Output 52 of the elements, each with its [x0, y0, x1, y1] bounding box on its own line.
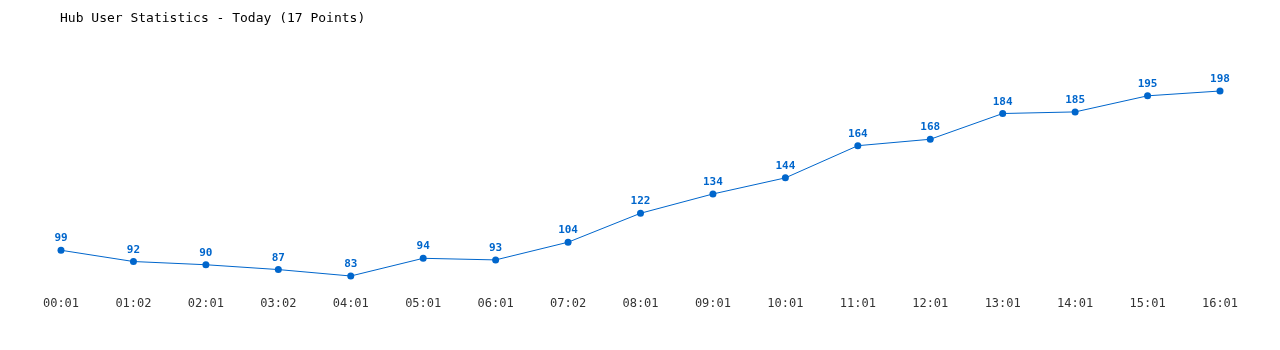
data-label: 92 — [126, 242, 141, 256]
x-tick-label: 04:01 — [332, 296, 369, 310]
point — [1144, 92, 1152, 100]
data-label: 185 — [1065, 92, 1086, 106]
x-tick-label: 09:01 — [694, 296, 731, 310]
chart-title: Hub User Statistics - Today (17 Points) — [60, 10, 366, 25]
x-tick-label: 05:01 — [405, 296, 442, 310]
data-label: 134 — [703, 174, 724, 188]
x-tick-label: 16:01 — [1201, 296, 1239, 310]
x-tick-label: 14:01 — [1057, 296, 1094, 310]
x-tick-label: 00:01 — [42, 296, 80, 310]
data-label: 90 — [199, 245, 213, 259]
data-label: 198 — [1210, 72, 1230, 85]
x-tick-label: 07:02 — [550, 296, 587, 310]
x-tick-label: 10:01 — [767, 296, 804, 310]
point — [999, 110, 1007, 118]
x-tick-label: 03:02 — [260, 296, 297, 310]
data-label: 99 — [54, 231, 68, 245]
data-label: 144 — [775, 158, 796, 172]
data-label: 122 — [630, 194, 651, 208]
x-tick-label: 15:01 — [1129, 296, 1166, 310]
point — [1071, 108, 1079, 116]
x-tick-label: 12:01 — [912, 296, 949, 310]
x-tick-label: 11:01 — [839, 296, 876, 310]
x-tick-label: 08:01 — [622, 296, 659, 310]
point — [781, 174, 789, 182]
data-label: 164 — [847, 126, 869, 140]
point — [564, 238, 572, 246]
data-label: 195 — [1137, 76, 1158, 90]
point — [492, 256, 500, 264]
data-label: 94 — [416, 239, 431, 253]
point — [637, 209, 644, 217]
point — [709, 190, 717, 198]
point — [926, 135, 934, 143]
x-tick-label: 06:01 — [477, 296, 514, 310]
point — [419, 254, 427, 262]
data-label: 184 — [992, 94, 1013, 108]
data-label: 168 — [920, 120, 941, 134]
data-label: 104 — [558, 223, 579, 237]
x-tick-label: 01:02 — [115, 296, 152, 310]
point — [1216, 87, 1224, 95]
point — [854, 142, 862, 150]
data-label: 87 — [271, 250, 285, 264]
point — [274, 266, 282, 274]
data-label: 83 — [344, 257, 358, 270]
data-label: 93 — [489, 240, 503, 254]
x-tick-label: 02:01 — [187, 296, 224, 310]
point — [202, 261, 210, 269]
point — [129, 258, 137, 266]
x-tick-label: 13:01 — [984, 296, 1021, 310]
point — [347, 272, 355, 280]
point — [57, 246, 65, 254]
